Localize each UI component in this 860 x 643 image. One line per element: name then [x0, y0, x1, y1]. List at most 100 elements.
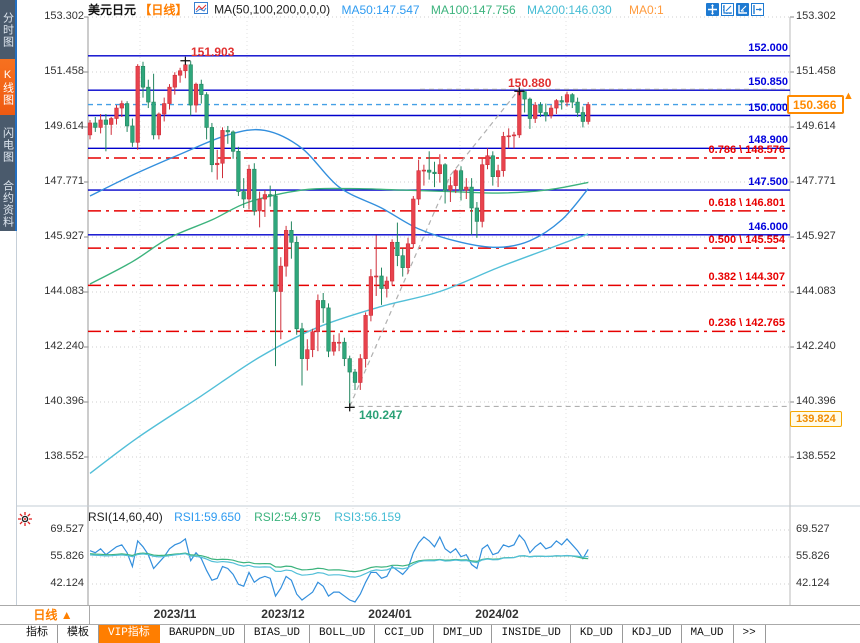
sidebar-item-4[interactable]: 合约资料	[0, 174, 15, 234]
pan-right-icon[interactable]	[751, 3, 764, 16]
tabs-overflow-button[interactable]: >>	[734, 625, 766, 643]
candle-body	[359, 359, 363, 383]
date-label: 2023/12	[261, 607, 304, 621]
axes-filled-icon[interactable]	[736, 3, 749, 16]
rsi1-value: RSI1:59.650	[174, 510, 241, 524]
rsi-axis-label-left: 55.826	[34, 550, 84, 562]
candle-body	[253, 169, 257, 211]
price-axis-label-left: 144.083	[34, 285, 84, 297]
candle-body	[268, 195, 272, 196]
swing-marker	[180, 57, 190, 65]
date-label: 2024/02	[475, 607, 518, 621]
rsi-axis-label-left: 69.527	[34, 523, 84, 535]
candle-body	[433, 172, 437, 173]
indicator-tab-2[interactable]: 模板	[58, 625, 99, 643]
indicator-tab-5[interactable]: BIAS_UD	[245, 625, 310, 643]
candle-body	[581, 113, 585, 122]
price-axis-label-left: 138.552	[34, 450, 84, 462]
candle-body	[533, 105, 537, 118]
left-sidebar: 分时图 K线图闪电图合约资料	[0, 0, 17, 231]
candle-body	[263, 195, 267, 199]
rsi3-value: RSI3:56.159	[334, 510, 401, 524]
candle-body	[348, 359, 352, 372]
price-axis-label-left: 149.614	[34, 120, 84, 132]
indicator-tab-11[interactable]: KDJ_UD	[623, 625, 682, 643]
price-axis-label-left: 142.240	[34, 340, 84, 352]
price-axis-label-left: 153.302	[34, 10, 84, 22]
candle-body	[380, 276, 384, 289]
price-axis-label-right: 142.240	[796, 340, 836, 352]
axes-icon[interactable]	[721, 3, 734, 16]
candle-body	[131, 126, 135, 142]
candle-body	[459, 171, 463, 190]
indicator-tab-4[interactable]: BARUPDN_UD	[160, 625, 245, 643]
candle-body	[496, 171, 500, 177]
candle-body	[560, 101, 564, 102]
price-axis-label-left: 140.396	[34, 395, 84, 407]
ma100-line	[90, 182, 588, 284]
fibonacci-label: 0.382 \ 144.307	[660, 271, 785, 283]
candle-body	[412, 199, 416, 244]
candle-body	[507, 136, 511, 137]
indicator-tab-8[interactable]: DMI_UD	[434, 625, 493, 643]
indicator-tab-9[interactable]: INSIDE_UD	[492, 625, 570, 643]
level-price-label: 147.500	[690, 176, 788, 188]
fibonacci-label: 0.500 \ 145.554	[660, 234, 785, 246]
candle-body	[406, 244, 410, 268]
candle-body	[385, 281, 389, 288]
indicator-tab-3[interactable]: VIP指标	[99, 625, 160, 643]
indicator-tab-6[interactable]: BOLL_UD	[310, 625, 375, 643]
sidebar-item-1[interactable]: 分时图	[0, 2, 15, 57]
candle-body	[115, 108, 119, 118]
candle-body	[242, 192, 246, 199]
ma50-value: MA50:147.547	[341, 3, 419, 17]
candle-body	[327, 308, 331, 351]
candle-body	[369, 277, 373, 316]
level-price-label: 146.000	[690, 221, 788, 233]
candle-body	[274, 196, 278, 291]
candle-body	[321, 300, 325, 307]
candle-body	[221, 130, 225, 163]
candle-body	[311, 332, 315, 350]
swing-marker	[345, 403, 355, 411]
sidebar-item-2[interactable]: K线图	[0, 59, 15, 115]
candle-body	[109, 118, 113, 124]
rsi2-value: RSI2:54.975	[254, 510, 321, 524]
level-price-label: 150.000	[690, 102, 788, 114]
candle-body	[343, 342, 347, 358]
symbol-title: 美元日元	[88, 3, 136, 17]
rsi-axis-label-right: 55.826	[796, 550, 830, 562]
indicator-tab-12[interactable]: MA_UD	[682, 625, 734, 643]
indicator-tab-1[interactable]: 指标	[17, 625, 58, 643]
candle-body	[120, 104, 124, 108]
candle-body	[502, 136, 506, 170]
indicator-tab-10[interactable]: KD_UD	[571, 625, 623, 643]
indicator-tab-7[interactable]: CCI_UD	[375, 625, 434, 643]
candle-body	[353, 372, 357, 382]
candle-body	[316, 300, 320, 331]
candle-body	[454, 171, 458, 186]
scroll-up-arrow-icon[interactable]: ▲	[843, 90, 854, 102]
candle-body	[491, 156, 495, 177]
rsi-axis-label-left: 42.124	[34, 577, 84, 589]
ma0-value: MA0:1	[629, 3, 664, 17]
candle-body	[518, 92, 522, 135]
candle-body	[396, 242, 400, 255]
candle-body	[237, 151, 241, 191]
candle-body	[364, 315, 368, 358]
candle-body	[374, 276, 378, 277]
swing-low-label: 140.247	[359, 408, 402, 422]
period-selector[interactable]: 日线 ▲	[17, 606, 90, 624]
candle-body	[300, 329, 304, 359]
rsi1-line	[90, 535, 588, 602]
ma-chart-icon	[194, 2, 208, 14]
candle-body	[475, 208, 479, 221]
candle-body	[94, 123, 98, 127]
sidebar-item-3[interactable]: 闪电图	[0, 117, 15, 172]
alarm-sun-icon[interactable]	[17, 511, 33, 527]
crosshair-move-icon[interactable]	[706, 3, 719, 16]
candle-body	[99, 120, 103, 127]
ma-formula: MA(50,100,200,0,0,0)	[214, 3, 330, 17]
candle-body	[449, 186, 453, 190]
period-label: 【日线】	[139, 3, 187, 17]
